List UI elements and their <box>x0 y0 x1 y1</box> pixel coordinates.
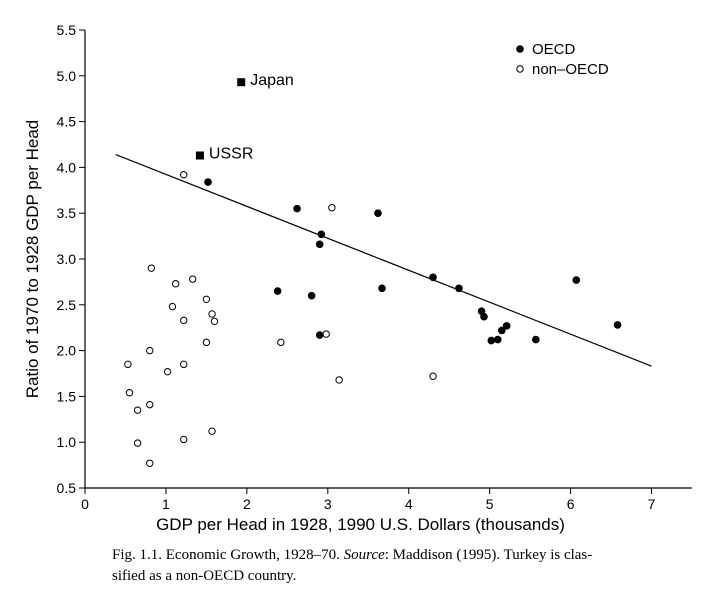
non-oecd-point <box>171 280 180 288</box>
oecd-point <box>502 322 511 330</box>
non-oecd-point <box>188 275 197 283</box>
non-oecd-point <box>124 360 132 369</box>
y-tick-label: 5.5 <box>57 22 77 38</box>
oecd-point <box>273 287 282 295</box>
non-oecd-point <box>180 171 188 179</box>
non-oecd-point <box>429 372 437 380</box>
non-oecd-point <box>180 316 188 325</box>
annotated-point-label: Japan <box>250 72 294 89</box>
x-tick-label: 5 <box>486 496 494 512</box>
non-oecd-point <box>335 376 343 384</box>
x-tick-label: 2 <box>243 496 251 512</box>
annotated-point-label: USSR <box>209 145 253 162</box>
legend-non-oecd-label: non–OECD <box>532 61 609 78</box>
non-oecd-point <box>125 389 134 397</box>
caption-rest: : Maddison (1995). Turkey is clas- <box>384 547 593 563</box>
oecd-point <box>493 335 502 344</box>
non-oecd-point <box>163 367 172 376</box>
oecd-point <box>572 276 581 284</box>
y-tick-label: 2.0 <box>57 343 77 359</box>
y-tick-label: 4.5 <box>57 114 77 130</box>
non-oecd-point <box>322 330 330 338</box>
oecd-point <box>315 240 324 249</box>
y-tick-label: 5.0 <box>57 68 77 84</box>
legend-oecd-label: OECD <box>532 41 576 58</box>
non-oecd-point <box>208 310 216 318</box>
oecd-point <box>480 312 488 321</box>
scatter-chart: 0 1 2 3 4 5 6 7 0.5 1.0 1.5 2.0 2.5 3.0 3.5 4.0 4.5 5.0 5.… <box>23 22 692 534</box>
oecd-point <box>455 284 463 293</box>
trend-line <box>115 154 652 367</box>
y-tick-label: 1.5 <box>57 388 77 404</box>
oecd-point <box>293 204 301 213</box>
oecd-point <box>487 336 496 345</box>
y-tick-label: 4.0 <box>57 159 77 175</box>
x-tick-label: 4 <box>405 496 413 512</box>
caption-source-label: Source <box>343 547 385 563</box>
x-tick-label: 7 <box>648 496 656 512</box>
oecd-point <box>613 321 622 329</box>
x-tick-label: 1 <box>162 496 170 512</box>
caption-prefix: Fig. 1.1. Economic Growth, 1928–70. <box>112 547 344 563</box>
non-oecd-point <box>180 435 188 444</box>
non-oecd-point <box>202 295 211 304</box>
non-oecd-point <box>146 400 154 409</box>
y-tick-label: 0.5 <box>57 480 77 496</box>
non-oecd-point <box>168 302 177 311</box>
y-tick-label: 3.0 <box>57 251 77 267</box>
x-axis-label: GDP per Head in 1928, 1990 U.S. Dollars … <box>156 515 565 534</box>
legend-non-oecd-marker <box>516 65 524 73</box>
y-tick-label: 2.5 <box>57 297 77 313</box>
non-oecd-point <box>277 338 285 347</box>
non-oecd-point <box>328 204 336 212</box>
caption-line2: sified as a non-OECD country. <box>112 568 297 584</box>
y-axis-label: Ratio of 1970 to 1928 GDP per Head <box>23 120 42 398</box>
non-oecd-point <box>146 346 154 355</box>
chart-canvas: 0 1 2 3 4 5 6 7 0.5 1.0 1.5 2.0 2.5 3.0 3.5 4.0 4.5 5.0 5.… <box>23 22 692 534</box>
oecd-point <box>204 178 212 186</box>
non-oecd-point <box>133 439 142 447</box>
x-tick-label: 0 <box>81 496 89 512</box>
non-oecd-point <box>210 317 219 325</box>
non-oecd-point <box>146 459 154 467</box>
oecd-point <box>498 326 506 335</box>
y-tick-label: 3.5 <box>57 205 77 221</box>
oecd-point <box>531 335 540 344</box>
figure-caption: Fig. 1.1. Economic Growth, 1928–70. Sour… <box>112 545 672 587</box>
legend-oecd-marker <box>516 45 524 53</box>
oecd-point <box>374 209 382 217</box>
x-tick-label: 3 <box>324 496 332 512</box>
oecd-point <box>315 331 324 339</box>
oecd-point <box>307 291 316 300</box>
non-oecd-point <box>202 338 211 347</box>
annotated-point-marker <box>237 78 246 87</box>
oecd-point <box>429 273 437 282</box>
non-oecd-point <box>147 264 156 272</box>
oecd-point <box>378 284 386 293</box>
annotated-point-marker <box>195 151 204 160</box>
y-tick-label: 1.0 <box>57 434 77 450</box>
oecd-point <box>317 230 326 239</box>
non-oecd-point <box>180 360 188 369</box>
non-oecd-point <box>208 427 216 435</box>
x-tick-label: 6 <box>567 496 575 512</box>
non-oecd-point <box>133 406 142 414</box>
